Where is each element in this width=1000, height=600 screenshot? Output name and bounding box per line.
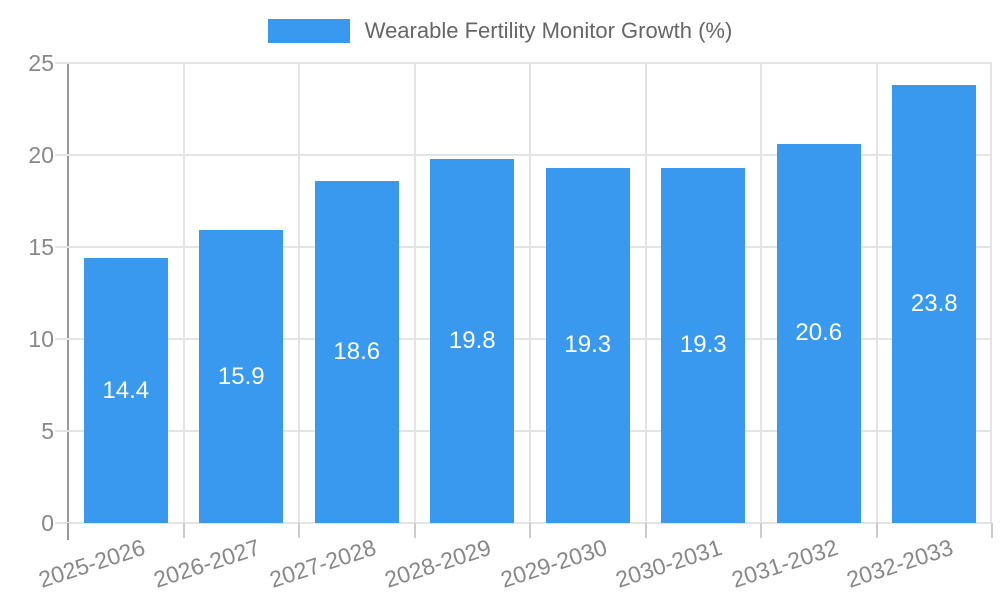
y-axis-tick: [55, 246, 68, 248]
x-axis-category-label: 2025-2026: [35, 534, 148, 593]
bar-value-label: 23.8: [910, 290, 958, 318]
x-axis-tick: [67, 523, 69, 538]
legend-swatch: [267, 19, 350, 43]
x-axis-category-label: 2031-2032: [728, 534, 841, 593]
bar-value-label: 19.3: [679, 331, 727, 359]
legend-label: Wearable Fertility Monitor Growth (%): [364, 18, 733, 43]
y-axis-tick-label: 10: [28, 326, 54, 352]
y-axis-tick-label: 0: [41, 510, 54, 536]
bar[interactable]: 20.6: [776, 143, 861, 523]
x-axis-category-label: 2030-2031: [612, 534, 726, 593]
x-gridline: [413, 63, 416, 523]
bar-value-label: 19.8: [448, 326, 496, 354]
x-gridline: [760, 63, 762, 523]
chart-legend[interactable]: Wearable Fertility Monitor Growth (%): [0, 18, 1000, 44]
y-axis-tick-label: 15: [28, 234, 54, 260]
x-axis-tick: [760, 523, 762, 538]
y-axis-tick: [55, 522, 68, 524]
x-axis-tick: [991, 523, 993, 538]
y-axis-tick: [55, 62, 68, 64]
x-gridline: [644, 63, 647, 523]
bar[interactable]: 23.8: [892, 85, 977, 523]
x-axis-tick: [644, 523, 647, 538]
bar[interactable]: 18.6: [314, 180, 399, 523]
y-axis-tick: [55, 430, 68, 432]
bar[interactable]: 19.8: [430, 158, 515, 523]
x-gridline: [529, 63, 531, 523]
x-axis-tick: [413, 523, 416, 538]
bar[interactable]: 19.3: [545, 167, 630, 523]
x-gridline: [990, 63, 992, 523]
x-axis-tick: [182, 523, 185, 538]
bar[interactable]: 15.9: [199, 230, 284, 523]
bar[interactable]: 14.4: [83, 258, 168, 523]
bar-value-label: 15.9: [217, 362, 265, 390]
x-gridline: [875, 63, 878, 523]
plot-area: 14.4 15.9 18.6 19.8 19.3 19.3 20.6 23.8: [68, 62, 992, 524]
x-axis-category-label: 2027-2028: [266, 534, 379, 593]
y-axis-tick: [55, 154, 68, 156]
bar-value-label: 19.3: [564, 331, 612, 359]
y-axis-tick-label: 25: [28, 50, 54, 76]
x-axis-category-label: 2029-2030: [497, 534, 610, 593]
x-gridline: [298, 63, 300, 523]
bar-value-label: 18.6: [333, 337, 381, 365]
x-axis-tick: [875, 523, 878, 538]
x-axis-category-label: 2028-2029: [381, 534, 495, 593]
y-axis-tick: [55, 338, 68, 340]
x-axis-category-label: 2026-2027: [150, 534, 264, 593]
x-axis-tick: [529, 523, 531, 538]
x-axis-tick: [298, 523, 300, 538]
x-gridline: [182, 63, 185, 523]
bar[interactable]: 19.3: [661, 167, 746, 523]
x-axis-category-label: 2032-2033: [843, 534, 957, 593]
y-axis-tick-label: 20: [28, 142, 54, 168]
y-axis-tick-label: 5: [41, 418, 54, 444]
y-axis-line: [67, 63, 69, 540]
bar-value-label: 14.4: [102, 376, 150, 404]
bar-value-label: 20.6: [795, 319, 843, 347]
